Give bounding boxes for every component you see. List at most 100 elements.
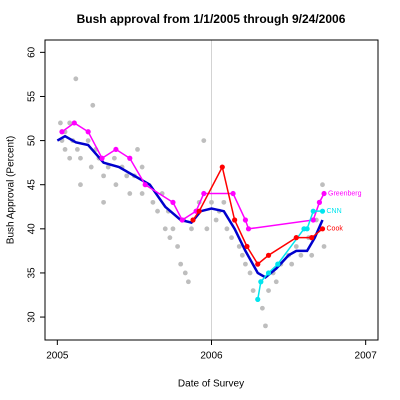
- data-point: [289, 261, 295, 267]
- y-tick-label: 40: [27, 223, 38, 235]
- data-point: [213, 217, 219, 223]
- data-point: [85, 129, 91, 135]
- y-tick-label: 30: [27, 311, 38, 323]
- data-point: [263, 323, 268, 329]
- data-point: [85, 138, 91, 143]
- data-point: [221, 199, 227, 205]
- series-label: Greenberg: [328, 190, 362, 197]
- data-point: [273, 279, 279, 285]
- y-tick-label: 60: [27, 46, 38, 58]
- y-tick-label: 45: [27, 179, 38, 191]
- data-point: [142, 182, 148, 188]
- data-point: [204, 226, 210, 232]
- data-point: [111, 155, 117, 161]
- data-point: [139, 191, 145, 196]
- x-tick-label: 2007: [355, 351, 378, 362]
- x-tick-label: 2006: [200, 351, 223, 362]
- data-point: [258, 279, 264, 285]
- chart-title: Bush approval from 1/1/2005 through 9/24…: [77, 12, 346, 26]
- data-point: [259, 305, 265, 311]
- data-point: [232, 217, 238, 223]
- data-point: [265, 270, 272, 276]
- data-point: [209, 199, 214, 205]
- data-point: [243, 261, 248, 267]
- data-point: [62, 147, 68, 152]
- data-point: [304, 226, 310, 232]
- data-point: [309, 235, 315, 241]
- data-point: [196, 208, 202, 214]
- data-point: [127, 191, 133, 196]
- data-point: [113, 182, 119, 188]
- data-point: [71, 120, 77, 126]
- data-point: [185, 279, 191, 285]
- data-point: [293, 235, 299, 241]
- data-point: [265, 252, 272, 258]
- x-axis-label: Date of Survey: [178, 379, 244, 390]
- data-point: [239, 252, 245, 258]
- data-point: [139, 164, 145, 170]
- data-point: [170, 226, 176, 232]
- series-label: CNN: [327, 208, 342, 215]
- y-tick-label: 55: [27, 90, 38, 102]
- data-point: [230, 190, 236, 197]
- data-point: [319, 208, 326, 214]
- data-point: [67, 155, 73, 161]
- data-point: [189, 226, 194, 232]
- data-point: [236, 244, 242, 249]
- data-point: [127, 155, 133, 161]
- x-tick-label: 2005: [46, 351, 69, 362]
- data-point: [319, 226, 326, 232]
- data-point: [101, 199, 106, 205]
- data-point: [101, 173, 106, 179]
- data-point: [167, 235, 173, 241]
- data-point: [219, 164, 225, 170]
- data-point: [201, 138, 207, 143]
- data-point: [170, 199, 176, 205]
- data-point: [124, 173, 130, 179]
- y-axis-label: Bush Approval (Percent): [6, 136, 17, 244]
- data-point: [162, 226, 168, 232]
- data-point: [321, 190, 327, 197]
- data-point: [309, 252, 315, 258]
- data-point: [245, 226, 252, 232]
- data-point: [78, 155, 83, 161]
- data-point: [321, 244, 327, 249]
- data-point: [59, 129, 65, 135]
- data-point: [242, 217, 249, 223]
- data-point: [247, 270, 253, 276]
- data-point: [58, 120, 63, 126]
- data-point: [105, 164, 111, 170]
- data-point: [74, 147, 80, 152]
- data-point: [90, 102, 96, 108]
- data-point: [229, 235, 234, 241]
- data-point: [310, 208, 316, 214]
- data-point: [67, 120, 73, 126]
- data-point: [298, 252, 304, 258]
- data-point: [178, 261, 184, 267]
- data-point: [266, 288, 271, 293]
- data-point: [88, 164, 94, 170]
- data-point: [293, 244, 299, 249]
- data-point: [224, 226, 230, 232]
- data-point: [155, 208, 160, 214]
- data-point: [190, 217, 196, 223]
- data-point: [316, 199, 323, 205]
- data-point: [175, 244, 180, 249]
- data-point: [113, 146, 119, 153]
- data-point: [78, 182, 83, 188]
- data-point: [201, 190, 207, 197]
- data-point: [150, 199, 156, 205]
- data-point: [255, 296, 261, 303]
- data-point: [182, 270, 188, 276]
- data-point: [320, 182, 325, 188]
- data-point: [73, 76, 79, 82]
- data-point: [250, 288, 256, 293]
- data-point: [275, 261, 281, 267]
- data-point: [179, 217, 185, 223]
- data-point: [99, 155, 105, 161]
- trend-line: [192, 164, 323, 266]
- data-point: [255, 261, 261, 267]
- data-point: [244, 243, 250, 250]
